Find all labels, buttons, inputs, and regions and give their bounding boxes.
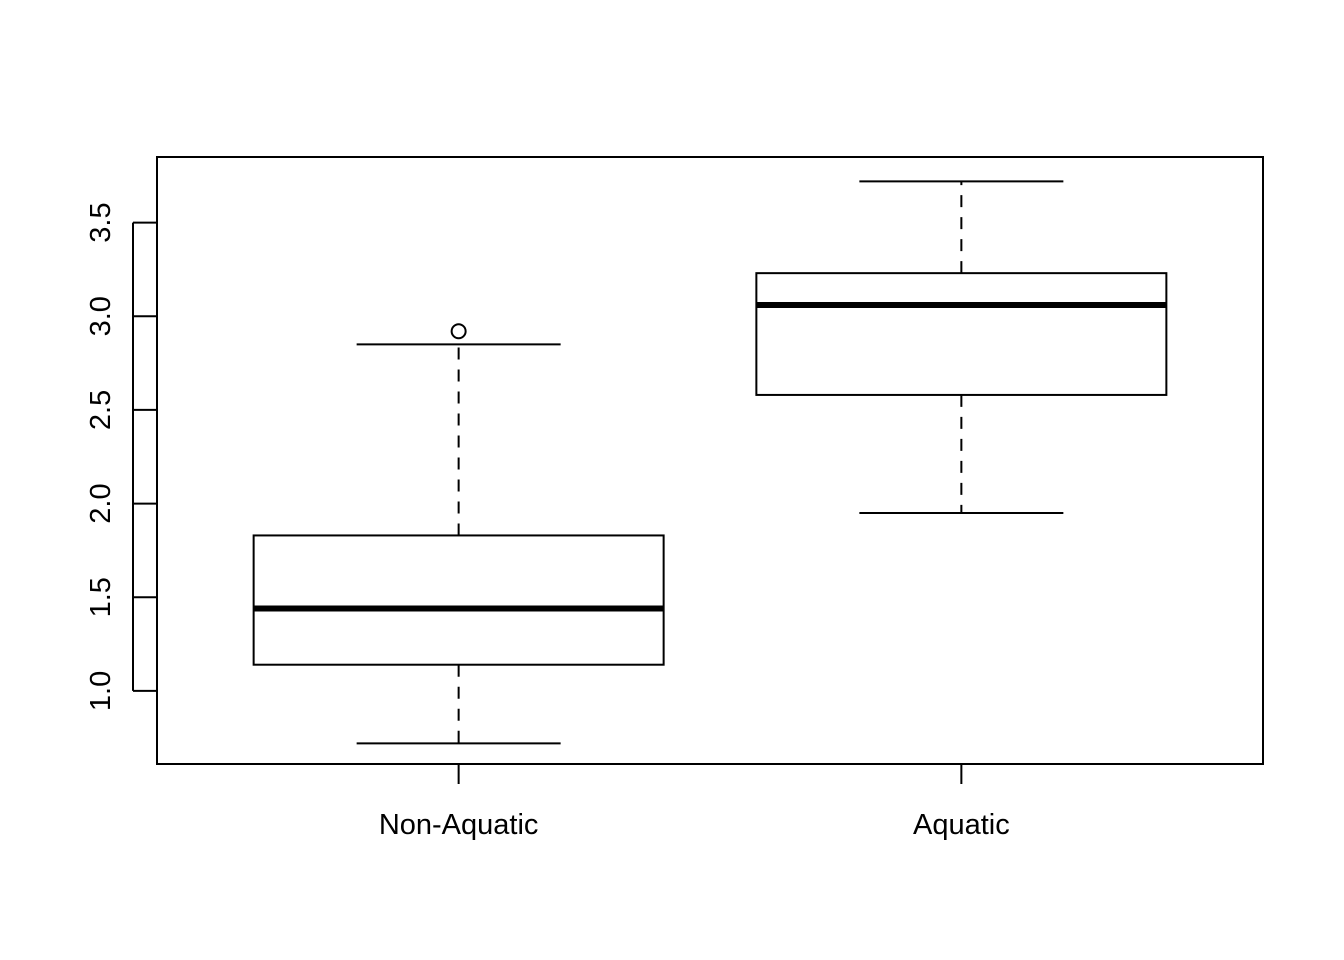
y-tick-label-0: 1.0	[85, 671, 117, 711]
plot-frame	[156, 156, 1264, 765]
x-tick-label-0: Non-Aquatic	[379, 809, 539, 841]
box-body	[252, 534, 665, 666]
x-axis: Non-Aquatic Aquatic	[379, 764, 1010, 841]
outlier-point-0	[450, 323, 467, 340]
x-tick-label-1: Aquatic	[913, 809, 1010, 841]
y-tick-label-4: 3.0	[85, 296, 117, 336]
y-tick-label-5: 3.5	[85, 202, 117, 242]
box-body	[755, 272, 1168, 396]
y-tick-label-1: 1.5	[85, 577, 117, 617]
y-tick-label-2: 2.0	[85, 483, 117, 523]
boxes	[252, 180, 1168, 745]
box-1	[755, 180, 1168, 514]
box-0	[252, 323, 665, 745]
y-axis: 1.0 1.5 2.0 2.5 3.0 3.5	[85, 202, 157, 711]
y-tick-label-3: 2.5	[85, 390, 117, 430]
